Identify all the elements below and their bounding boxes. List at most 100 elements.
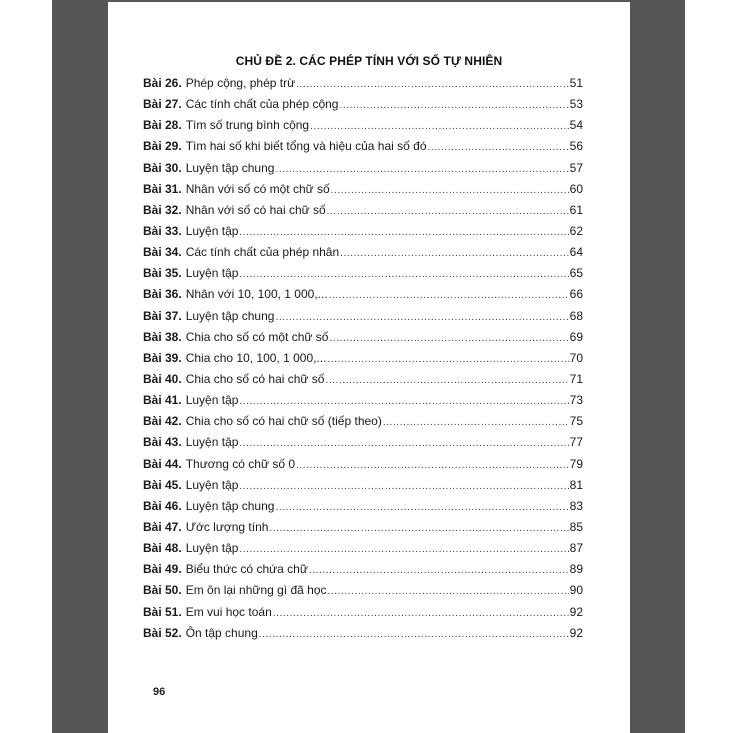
lesson-page: 73 [569, 393, 583, 408]
dot-leader [239, 481, 568, 492]
dot-leader [340, 248, 568, 259]
dot-leader [275, 164, 568, 175]
toc-entry: Bài 46.Luyện tập chung 83 [143, 499, 583, 520]
dot-leader [327, 354, 568, 365]
lesson-number: Bài 32. [143, 202, 182, 217]
dot-leader [329, 290, 569, 301]
lesson-title: Luyện tập [185, 223, 239, 238]
lesson-title: Chia cho số có hai chữ số [185, 371, 325, 386]
dot-leader [269, 523, 568, 534]
dot-leader [329, 333, 568, 344]
lesson-page: 87 [569, 541, 583, 556]
toc-entry: Bài 45.Luyện tập 81 [143, 478, 583, 499]
lesson-number: Bài 29. [143, 139, 182, 154]
lesson-page: 92 [569, 625, 583, 640]
chapter-title: CHỦ ĐỀ 2. CÁC PHÉP TÍNH VỚI SỐ TỰ NHIÊN [235, 54, 503, 68]
toc-entry: Bài 41.Luyện tập 73 [143, 393, 583, 414]
lesson-title: Biểu thức có chứa chữ [185, 562, 308, 577]
toc-entry: Bài 34.Các tính chất của phép nhân 64 [143, 245, 583, 266]
lesson-page: 60 [569, 181, 583, 196]
lesson-title: Nhân với 10, 100, 1 000,... [185, 287, 328, 302]
lesson-title: Em ôn lại những gì đã học [185, 583, 327, 598]
toc-entry: Bài 49.Biểu thức có chứa chữ 89 [143, 562, 583, 583]
dot-leader [309, 565, 569, 576]
dot-leader [296, 460, 569, 471]
dot-leader [328, 586, 569, 597]
dot-leader [259, 629, 569, 640]
lesson-title: Luyện tập [185, 393, 239, 408]
lesson-page: 69 [569, 329, 583, 344]
lesson-page: 85 [569, 519, 583, 534]
dot-leader [325, 375, 568, 386]
toc-entry: Bài 37.Luyện tập chung 68 [143, 309, 583, 330]
toc-entry: Bài 48.Luyện tập 87 [143, 541, 583, 562]
lesson-title: Ôn tập chung [185, 625, 258, 640]
toc-entry: Bài 52.Ôn tập chung 92 [143, 626, 583, 647]
dot-leader [275, 312, 568, 323]
lesson-page: 70 [569, 350, 583, 365]
lesson-page: 66 [569, 287, 583, 302]
lesson-number: Bài 40. [143, 371, 182, 386]
dot-leader [239, 269, 568, 280]
lesson-number: Bài 35. [143, 266, 182, 281]
toc-entry: Bài 30.Luyện tập chung 57 [143, 161, 583, 182]
toc-entry: Bài 36.Nhân với 10, 100, 1 000,... 66 [143, 287, 583, 308]
lesson-number: Bài 30. [143, 160, 182, 175]
lesson-number: Bài 45. [143, 477, 182, 492]
lesson-number: Bài 50. [143, 583, 182, 598]
lesson-number: Bài 37. [143, 308, 182, 323]
lesson-page: 71 [569, 371, 583, 386]
lesson-number: Bài 31. [143, 181, 182, 196]
toc-entry: Bài 29. Tìm hai số khi biết tổng và hiệu … [143, 139, 583, 160]
lesson-title: Tìm hai số khi biết tổng và hiệu của hai… [185, 139, 427, 154]
lesson-number: Bài 36. [143, 287, 182, 302]
lesson-number: Bài 44. [143, 456, 182, 471]
lesson-number: Bài 51. [143, 604, 182, 619]
lesson-title: Luyện tập chung [185, 308, 275, 323]
dot-leader [239, 438, 568, 449]
dot-leader [275, 502, 568, 513]
dot-leader [428, 142, 569, 153]
lesson-title: Luyện tập [185, 477, 239, 492]
lesson-page: 62 [569, 223, 583, 238]
lesson-number: Bài 49. [143, 562, 182, 577]
dot-leader [239, 227, 568, 238]
dot-leader [273, 608, 569, 619]
lesson-title: Luyện tập chung [185, 498, 275, 513]
lesson-title: Phép cộng, phép trừ [185, 76, 296, 90]
lesson-page: 89 [569, 562, 583, 577]
dot-leader [327, 206, 569, 217]
lesson-page: 90 [569, 583, 583, 598]
toc-entry: Bài 31.Nhân với số có một chữ số 60 [143, 182, 583, 203]
toc-entry: Bài 44.Thương có chữ số 0 79 [143, 457, 583, 478]
lesson-page: 75 [569, 414, 583, 429]
toc-entry: Bài 51.Em vui học toán 92 [143, 605, 583, 626]
dot-leader [296, 79, 568, 90]
lesson-number: Bài 28. [143, 118, 182, 133]
lesson-number: Bài 27. [143, 97, 182, 112]
lesson-number: Bài 43. [143, 435, 182, 450]
lesson-number: Bài 42. [143, 414, 182, 429]
dot-leader [239, 396, 568, 407]
toc-entry: Bài 35.Luyện tập 65 [143, 266, 583, 287]
lesson-page: 77 [569, 435, 583, 450]
lesson-title: Chia cho số có một chữ số [185, 329, 329, 344]
lesson-page: 79 [569, 456, 583, 471]
page-number: 96 [153, 686, 166, 698]
lesson-title: Em vui học toán [185, 604, 272, 619]
lesson-title: Các tính chất của phép cộng [185, 97, 339, 112]
toc-entry: Bài 39.Chia cho 10, 100, 1 000,... 70 [143, 351, 583, 372]
toc-entry: Bài 42. Chia cho số có hai chữ số (tiếp t… [143, 414, 583, 435]
document-page: CHỦ ĐỀ 2. CÁC PHÉP TÍNH VỚI SỐ TỰ NHIÊN … [108, 2, 630, 733]
toc-entry: Bài 47.Ước lượng tính 85 [143, 520, 583, 541]
lesson-page: 54 [569, 118, 583, 133]
dot-leader [331, 185, 569, 196]
lesson-title: Ước lượng tính [185, 519, 269, 534]
toc-entry: Bài 50.Em ôn lại những gì đã học 90 [143, 583, 583, 604]
lesson-title: Chia cho số có hai chữ số (tiếp theo) [185, 414, 382, 429]
lesson-page: 51 [569, 76, 583, 90]
lesson-number: Bài 52. [143, 625, 182, 640]
lesson-number: Bài 47. [143, 519, 182, 534]
lesson-title: Tìm số trung bình cộng [185, 118, 310, 133]
lesson-page: 83 [569, 498, 583, 513]
